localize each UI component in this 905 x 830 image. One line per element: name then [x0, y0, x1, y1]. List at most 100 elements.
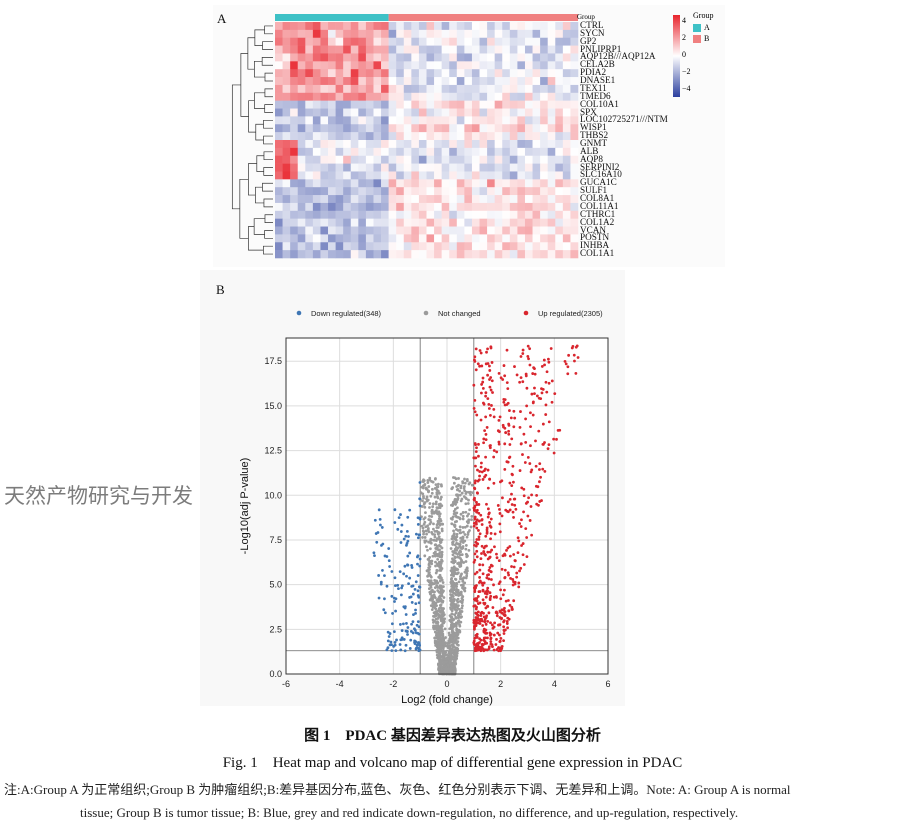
point-up [500, 608, 504, 612]
point-down [393, 640, 397, 644]
heatmap-cell [540, 140, 548, 149]
point-up [475, 584, 478, 587]
heatmap-cell [540, 179, 548, 188]
heatmap-cell [275, 108, 283, 117]
point-up [540, 365, 544, 368]
heatmap-cell [328, 124, 336, 133]
point-not-changed [440, 594, 444, 598]
point-not-changed [459, 531, 463, 535]
point-up [526, 455, 530, 459]
point-not-changed [453, 613, 457, 617]
heatmap-cell [494, 202, 503, 212]
heatmap-cell [418, 250, 427, 259]
heatmap-cell [373, 195, 382, 204]
point-not-changed [429, 585, 433, 589]
heatmap-cell [396, 171, 405, 180]
point-up [503, 588, 506, 592]
heatmap-cell [502, 69, 511, 78]
heatmap-cell [312, 116, 321, 125]
heatmap-cell [517, 92, 526, 101]
heatmap-cell [403, 163, 412, 172]
heatmap-cell [456, 147, 465, 157]
point-up [535, 493, 539, 497]
point-up [502, 632, 506, 635]
heatmap-cell [350, 155, 359, 164]
point-up [481, 647, 485, 651]
volcano-plot: -6 -4 -2 0 2 4 60.02.55.07.510.012.515.017.5Lo… [239, 309, 611, 706]
heatmap-cell [335, 53, 344, 62]
point-down [416, 562, 419, 566]
point-not-changed [459, 615, 463, 619]
heatmap-cell [532, 234, 541, 243]
point-not-changed [463, 533, 467, 536]
point-up [570, 346, 574, 350]
point-up [547, 443, 551, 447]
point-up [498, 640, 502, 644]
heatmap-cell [555, 61, 564, 70]
point-up [489, 636, 493, 640]
point-down [399, 648, 403, 652]
heatmap-cell [305, 45, 314, 54]
point-up [476, 479, 480, 483]
heatmap-cell [464, 45, 473, 54]
point-up [488, 385, 492, 389]
point-up [519, 376, 523, 380]
heatmap-cell [365, 37, 374, 46]
point-not-changed [450, 612, 454, 616]
heatmap-cell [418, 92, 427, 101]
heatmap-cell [373, 171, 382, 180]
point-down [390, 622, 394, 626]
point-up [492, 481, 496, 485]
heatmap-cell [418, 171, 427, 180]
point-up [488, 364, 491, 368]
heatmap-cell [312, 179, 321, 188]
heatmap-cell [297, 218, 306, 227]
dendrogram-branch [263, 151, 273, 161]
heatmap-cell [418, 155, 427, 164]
heatmap-cell [434, 187, 442, 196]
point-down [394, 609, 397, 613]
point-up [474, 544, 478, 548]
heatmap-cell [562, 84, 571, 94]
point-not-changed [434, 579, 438, 583]
point-not-changed [466, 533, 470, 536]
point-up [488, 633, 492, 637]
heatmap-cell [426, 179, 435, 188]
heatmap-cell [479, 171, 488, 180]
heatmap-cell [320, 29, 329, 39]
point-not-changed [428, 476, 432, 480]
point-down [411, 620, 415, 624]
point-not-changed [432, 582, 436, 586]
heatmap-cell [403, 100, 412, 109]
heatmap-cell [282, 116, 291, 125]
point-down [416, 554, 420, 558]
point-not-changed [436, 581, 440, 585]
heatmap-cell [328, 22, 336, 31]
heatmap-cell [381, 22, 389, 31]
heatmap-cell [396, 163, 405, 172]
heatmap-cell [449, 69, 458, 78]
point-not-changed [449, 599, 453, 603]
heatmap-cell [350, 147, 359, 157]
heatmap-cell [396, 242, 405, 251]
heatmap-cell [411, 45, 420, 54]
heatmap-cell [297, 242, 306, 251]
point-not-changed [454, 567, 457, 570]
point-not-changed [420, 505, 424, 508]
heatmap-cell [441, 250, 450, 259]
heatmap-cell [290, 234, 299, 243]
heatmap-cell [562, 163, 571, 172]
heatmap-cell [343, 92, 352, 101]
heatmap-cell [555, 218, 564, 227]
point-up [483, 618, 487, 621]
point-up [521, 542, 525, 545]
heatmap-cell [517, 147, 526, 157]
heatmap-cell [441, 140, 450, 149]
heatmap-cell [456, 163, 465, 172]
point-up [524, 527, 528, 531]
gene-label: TEX11 [580, 82, 607, 93]
heatmap-cell [305, 163, 314, 172]
heatmap-cell [502, 210, 511, 219]
point-up [506, 546, 510, 550]
heatmap-cell [464, 163, 473, 172]
